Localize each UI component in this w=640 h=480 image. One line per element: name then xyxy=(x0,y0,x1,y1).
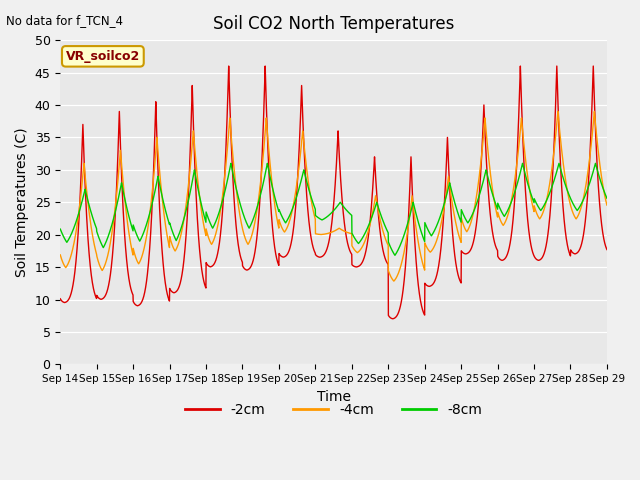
-4cm xyxy=(554,108,562,114)
-2cm xyxy=(603,247,611,252)
-8cm xyxy=(151,188,159,193)
-8cm xyxy=(119,185,127,191)
-8cm xyxy=(290,203,298,208)
-4cm xyxy=(56,252,64,258)
-4cm xyxy=(390,278,397,284)
-4cm xyxy=(290,201,298,207)
-8cm xyxy=(391,252,399,258)
-8cm xyxy=(593,165,600,170)
-2cm xyxy=(225,63,232,69)
-2cm xyxy=(290,223,298,229)
-4cm xyxy=(151,158,159,164)
Y-axis label: Soil Temperatures (C): Soil Temperatures (C) xyxy=(15,128,29,277)
-8cm xyxy=(603,195,611,201)
-4cm xyxy=(119,174,127,180)
-8cm xyxy=(56,226,64,232)
-4cm xyxy=(534,212,541,218)
X-axis label: Time: Time xyxy=(317,390,351,404)
-4cm xyxy=(603,202,611,208)
Line: -4cm: -4cm xyxy=(60,111,607,281)
Legend: -2cm, -4cm, -8cm: -2cm, -4cm, -8cm xyxy=(179,397,488,422)
-2cm xyxy=(593,151,600,156)
-4cm xyxy=(266,159,274,165)
-2cm xyxy=(266,191,274,197)
-2cm xyxy=(534,257,541,263)
-2cm xyxy=(56,296,64,301)
-8cm xyxy=(227,160,235,166)
-4cm xyxy=(593,132,600,138)
Text: No data for f_TCN_4: No data for f_TCN_4 xyxy=(6,14,124,27)
-2cm xyxy=(119,196,127,202)
Text: VR_soilco2: VR_soilco2 xyxy=(66,50,140,63)
-8cm xyxy=(534,203,541,209)
-2cm xyxy=(389,316,397,322)
-8cm xyxy=(266,174,274,180)
Line: -8cm: -8cm xyxy=(60,163,607,255)
-2cm xyxy=(151,124,159,130)
Line: -2cm: -2cm xyxy=(60,66,607,319)
Title: Soil CO2 North Temperatures: Soil CO2 North Temperatures xyxy=(213,15,454,33)
